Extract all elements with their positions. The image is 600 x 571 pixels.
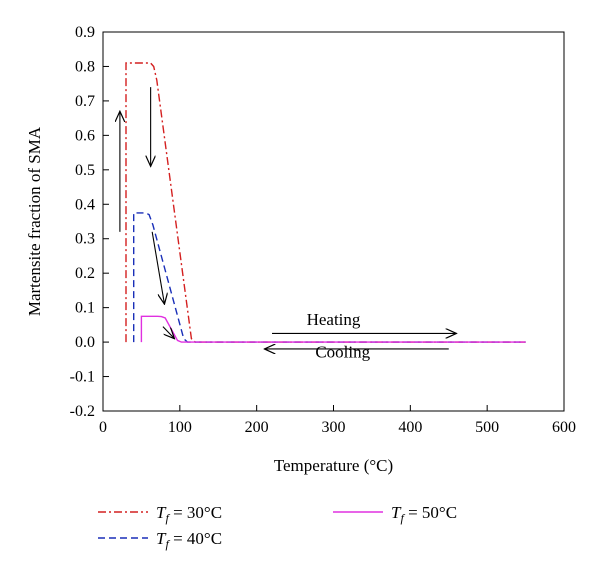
x-axis-title: Temperature (°C) bbox=[274, 456, 393, 475]
y-tick-label: 0.8 bbox=[75, 58, 95, 75]
y-tick-label: 0.9 bbox=[75, 24, 95, 41]
y-tick-label: -0.2 bbox=[70, 403, 95, 420]
y-axis-title: Martensite fraction of SMA bbox=[25, 126, 44, 316]
y-tick-label: 0.4 bbox=[75, 196, 95, 213]
y-tick-label: 0.5 bbox=[75, 162, 95, 179]
y-tick-label: 0.0 bbox=[75, 334, 95, 351]
legend-label-1: Tf = 30°C bbox=[156, 503, 222, 525]
arrow-layer bbox=[120, 87, 457, 349]
legend-label-3: Tf = 50°C bbox=[391, 503, 457, 525]
arrow-4 bbox=[162, 326, 175, 339]
y-tick-label: 0.2 bbox=[75, 265, 95, 282]
x-tick-label: 0 bbox=[99, 419, 107, 436]
x-tick-label: 100 bbox=[168, 419, 192, 436]
annotation-cooling: Cooling bbox=[315, 343, 370, 362]
x-tick-label: 300 bbox=[322, 419, 346, 436]
legend: Tf = 30°C Tf = 40°C Tf = 50°C bbox=[98, 503, 457, 551]
x-tick-label: 200 bbox=[245, 419, 269, 436]
x-tick-label: 500 bbox=[475, 419, 499, 436]
series-layer bbox=[125, 62, 526, 343]
y-tick-label: -0.1 bbox=[70, 369, 95, 386]
x-tick-label: 400 bbox=[398, 419, 422, 436]
y-tick-label: 0.6 bbox=[75, 127, 95, 144]
series-line-3 bbox=[140, 315, 526, 343]
arrow-3 bbox=[151, 231, 164, 304]
ticks: 0 100 200 300 400 500 600 -0.2 -0.1 0.0 0.1 0.2 0.3 0… bbox=[70, 24, 576, 436]
legend-label-2: Tf = 40°C bbox=[156, 529, 222, 551]
annotation-layer: Heating Cooling bbox=[307, 310, 371, 362]
annotation-heating: Heating bbox=[307, 310, 361, 329]
y-tick-label: 0.7 bbox=[75, 93, 95, 110]
series-line-1 bbox=[125, 62, 526, 343]
y-tick-label: 0.1 bbox=[75, 300, 95, 317]
x-tick-label: 600 bbox=[552, 419, 576, 436]
y-tick-label: 0.3 bbox=[75, 231, 95, 248]
series-line-2 bbox=[132, 212, 526, 343]
